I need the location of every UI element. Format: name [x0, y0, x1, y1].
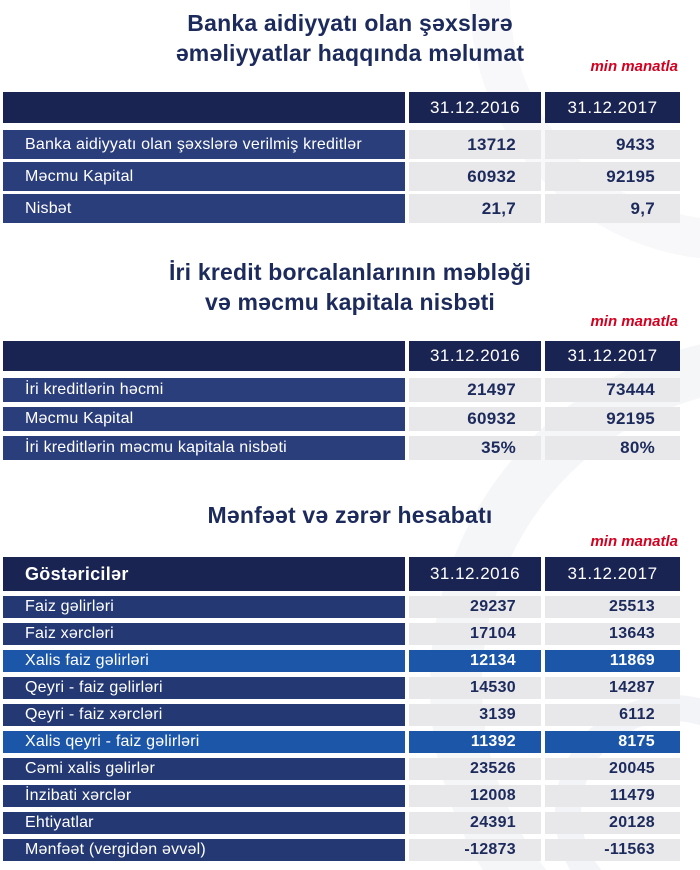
row-label: Xalis qeyri - faiz gəlirləri [3, 731, 405, 753]
header-col-2016: 31.12.2016 [409, 557, 541, 591]
value-2016: 14530 [409, 677, 541, 699]
header-col-2016: 31.12.2016 [409, 92, 541, 123]
value-2016: 12134 [409, 650, 541, 672]
header-col-2016: 31.12.2016 [409, 341, 541, 371]
value-2017: 92195 [545, 162, 680, 191]
row-label: Məcmu Kapital [3, 407, 405, 431]
header-col-2017: 31.12.2017 [545, 92, 680, 123]
section-profit-loss: Mənfəət və zərər hesabatı min manatla Gö… [0, 500, 700, 861]
table-header-row: Göstəricilər 31.12.2016 31.12.2017 [3, 557, 680, 591]
title-line-1: Banka aidiyyatı olan şəxslərə [187, 10, 513, 36]
row-label: Faiz gəlirləri [3, 596, 405, 618]
value-2017: 6112 [545, 704, 680, 726]
value-2016: 35% [409, 436, 541, 460]
value-2017: 13643 [545, 623, 680, 645]
section-title: İri kredit borcalanlarının məbləği və mə… [0, 257, 700, 317]
value-2017: 20045 [545, 758, 680, 780]
row-label: Ehtiyatlar [3, 812, 405, 834]
unit-note: min manatla [590, 313, 678, 330]
value-2016: 3139 [409, 704, 541, 726]
value-2017: 80% [545, 436, 680, 460]
table-header-row: 31.12.2016 31.12.2017 [3, 341, 680, 371]
value-2017: 8175 [545, 731, 680, 753]
row-label: İnzibati xərclər [3, 785, 405, 807]
table-row: İri kreditlərin həcmi 21497 73444 [3, 378, 680, 402]
row-label: Məcmu Kapital [3, 162, 405, 191]
related-party-table: 31.12.2016 31.12.2017 Banka aidiyyatı ol… [3, 92, 680, 223]
value-2017: 20128 [545, 812, 680, 834]
table-header-row: 31.12.2016 31.12.2017 [3, 92, 680, 123]
row-label: Faiz xərcləri [3, 623, 405, 645]
section-title: Banka aidiyyatı olan şəxslərə əməliyyatl… [0, 8, 700, 68]
table-row: Mənfəət (vergidən əvvəl) -12873 -11563 [3, 839, 680, 861]
value-2016: 13712 [409, 130, 541, 159]
value-2017: 9,7 [545, 194, 680, 223]
header-col-2017: 31.12.2017 [545, 341, 680, 371]
table-row: Nisbət 21,7 9,7 [3, 194, 680, 223]
table-row: Qeyri - faiz gəlirləri 14530 14287 [3, 677, 680, 699]
table-row: Faiz xərcləri 17104 13643 [3, 623, 680, 645]
row-label: Qeyri - faiz gəlirləri [3, 677, 405, 699]
value-2016: 12008 [409, 785, 541, 807]
value-2016: 60932 [409, 407, 541, 431]
row-label: İri kreditlərin məcmu kapitala nisbəti [3, 436, 405, 460]
table-row: İri kreditlərin məcmu kapitala nisbəti 3… [3, 436, 680, 460]
header-label-cell: Göstəricilər [3, 557, 405, 591]
table-row-highlighted: Xalis qeyri - faiz gəlirləri 11392 8175 [3, 731, 680, 753]
header-col-2017: 31.12.2017 [545, 557, 680, 591]
value-2016: 60932 [409, 162, 541, 191]
section-large-credits: İri kredit borcalanlarının məbləği və mə… [0, 257, 700, 460]
table-row: Ehtiyatlar 24391 20128 [3, 812, 680, 834]
table-row: Məcmu Kapital 60932 92195 [3, 407, 680, 431]
value-2017: 92195 [545, 407, 680, 431]
row-label: Qeyri - faiz xərcləri [3, 704, 405, 726]
table-row: Faiz gəlirləri 29237 25513 [3, 596, 680, 618]
value-2016: 17104 [409, 623, 541, 645]
value-2016: 29237 [409, 596, 541, 618]
title-line-1: Mənfəət və zərər hesabatı [207, 502, 493, 528]
title-line-2: əməliyyatlar haqqında məlumat [175, 40, 525, 66]
row-label: Banka aidiyyatı olan şəxslərə verilmiş k… [3, 130, 405, 159]
value-2016: 24391 [409, 812, 541, 834]
row-label: Mənfəət (vergidən əvvəl) [3, 839, 405, 861]
row-label: Nisbət [3, 194, 405, 223]
row-label: İri kreditlərin həcmi [3, 378, 405, 402]
profit-loss-table: Göstəricilər 31.12.2016 31.12.2017 Faiz … [3, 557, 680, 861]
value-2017: 11869 [545, 650, 680, 672]
value-2017: 11479 [545, 785, 680, 807]
value-2016: -12873 [409, 839, 541, 861]
table-row: Cəmi xalis gəlirlər 23526 20045 [3, 758, 680, 780]
value-2017: 14287 [545, 677, 680, 699]
header-label-cell [3, 341, 405, 371]
value-2017: 25513 [545, 596, 680, 618]
value-2017: 9433 [545, 130, 680, 159]
title-line-1: İri kredit borcalanlarının məbləği [168, 259, 532, 285]
value-2016: 11392 [409, 731, 541, 753]
value-2017: -11563 [545, 839, 680, 861]
value-2016: 21497 [409, 378, 541, 402]
table-row-highlighted: Xalis faiz gəlirləri 12134 11869 [3, 650, 680, 672]
table-row: İnzibati xərclər 12008 11479 [3, 785, 680, 807]
table-row: Məcmu Kapital 60932 92195 [3, 162, 680, 191]
table-row: Banka aidiyyatı olan şəxslərə verilmiş k… [3, 130, 680, 159]
large-credits-table: 31.12.2016 31.12.2017 İri kreditlərin hə… [3, 341, 680, 460]
unit-note: min manatla [590, 533, 678, 550]
row-label: Cəmi xalis gəlirlər [3, 758, 405, 780]
value-2016: 23526 [409, 758, 541, 780]
unit-note: min manatla [590, 58, 678, 75]
value-2017: 73444 [545, 378, 680, 402]
header-label-cell [3, 92, 405, 123]
table-row: Qeyri - faiz xərcləri 3139 6112 [3, 704, 680, 726]
title-line-2: və məcmu kapitala nisbəti [204, 289, 496, 315]
value-2016: 21,7 [409, 194, 541, 223]
section-related-party-operations: Banka aidiyyatı olan şəxslərə əməliyyatl… [0, 8, 700, 223]
section-title: Mənfəət və zərər hesabatı [0, 500, 700, 530]
row-label: Xalis faiz gəlirləri [3, 650, 405, 672]
